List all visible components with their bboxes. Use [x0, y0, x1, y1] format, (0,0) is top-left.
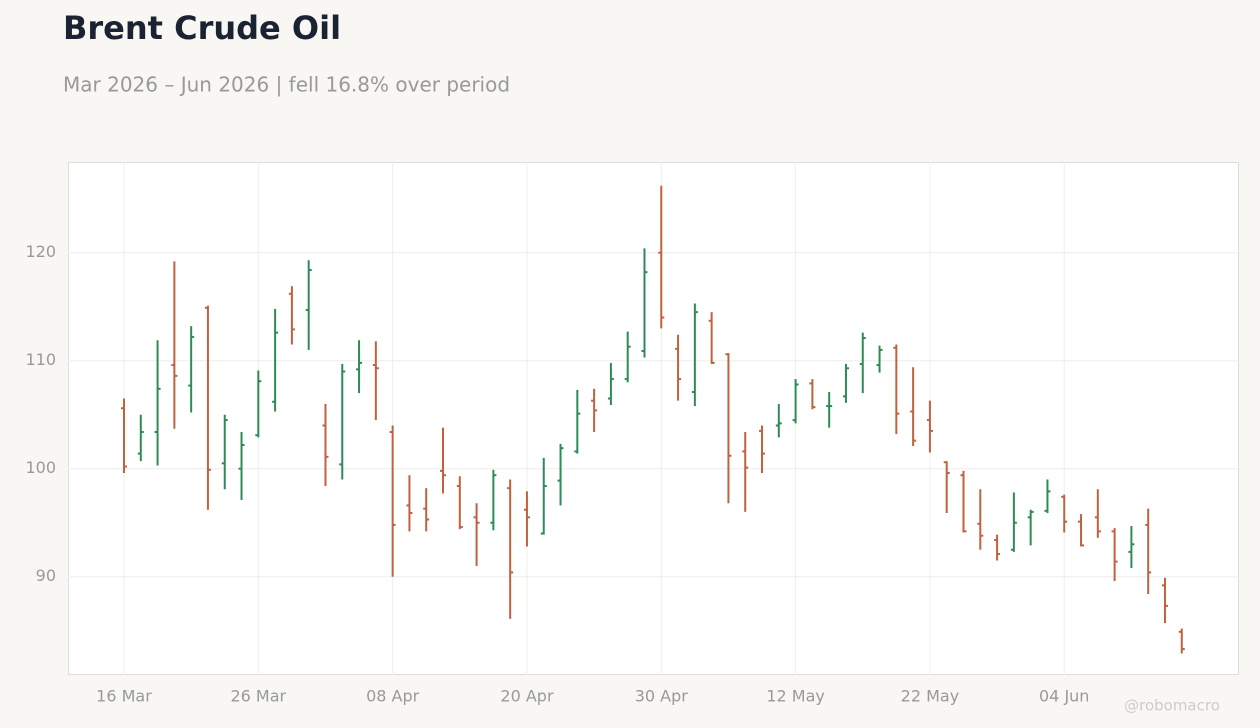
ohlc-bar	[591, 388, 598, 432]
ohlc-bar	[943, 461, 950, 513]
ohlc-bar	[188, 326, 195, 413]
ohlc-bar	[288, 286, 295, 345]
ohlc-bar	[842, 363, 849, 403]
x-tick-label: 12 May	[766, 687, 825, 706]
marks	[121, 185, 1185, 654]
ohlc-bar	[540, 457, 547, 535]
y-tick-label: 120	[25, 242, 56, 261]
ohlc-bar	[440, 427, 447, 494]
ohlc-bar	[977, 489, 984, 550]
ohlc-bar	[339, 363, 346, 480]
ohlc-bar	[121, 398, 127, 474]
ohlc-bar	[1061, 494, 1068, 533]
ohlc-bar	[994, 534, 1001, 561]
ohlc-bar	[1145, 508, 1152, 594]
ohlc-bar	[557, 443, 564, 506]
ohlc-bar	[238, 432, 245, 501]
ohlc-bar	[910, 367, 917, 447]
y-tick-label: 110	[25, 350, 56, 369]
ohlc-bar	[574, 389, 581, 454]
ohlc-bar	[1027, 509, 1034, 546]
ohlc-bar	[1094, 489, 1101, 538]
ohlc-bar	[624, 331, 631, 383]
y-tick-label: 90	[36, 566, 56, 585]
ohlc-bar	[490, 469, 497, 531]
ohlc-bar	[221, 414, 228, 490]
ohlc-bar	[725, 353, 732, 504]
ohlc-bar	[523, 491, 530, 547]
ohlc-bar	[1161, 577, 1168, 624]
ohlc-bar	[876, 345, 883, 373]
watermark: @robomacro	[1124, 697, 1220, 715]
chart-subtitle: Mar 2026 – Jun 2026 | fell 16.8% over pe…	[63, 73, 510, 97]
ohlc-bar	[272, 308, 279, 412]
ohlc-bar	[255, 370, 262, 438]
ohlc-bar	[691, 303, 698, 407]
plot-area	[68, 162, 1239, 675]
ohlc-bar	[759, 425, 766, 474]
ohlc-bar	[1010, 492, 1017, 552]
ohlc-bar	[792, 379, 799, 424]
ohlc-bar	[742, 432, 749, 512]
ohlc-bar	[171, 261, 178, 429]
x-tick-label: 16 Mar	[96, 687, 152, 706]
ohlc-bar	[372, 341, 379, 421]
ohlc-bar	[154, 340, 161, 466]
ohlc-bar	[675, 334, 682, 401]
ohlc-bar	[423, 488, 430, 532]
ohlc-bar	[473, 503, 480, 566]
ohlc-bar	[1078, 514, 1085, 547]
x-tick-label: 04 Jun	[1039, 687, 1089, 706]
ohlc-bar	[775, 403, 782, 438]
ohlc-bar	[708, 312, 715, 364]
ohlc-bar	[406, 475, 413, 532]
ohlc-bar	[960, 470, 967, 533]
ohlc-bar	[456, 476, 463, 530]
ohlc-bar	[204, 305, 211, 510]
ohlc-bar	[809, 379, 816, 410]
ohlc-bar	[826, 392, 833, 428]
ohlc-bar	[658, 185, 665, 329]
ohlc-bar	[893, 344, 900, 435]
x-tick-label: 20 Apr	[500, 687, 554, 706]
ohlc-bar	[305, 260, 312, 350]
ohlc-bar	[389, 425, 396, 577]
x-tick-label: 26 Mar	[230, 687, 286, 706]
ohlc-bar	[926, 400, 933, 453]
ohlc-bar	[322, 403, 329, 486]
ohlc-bar	[1178, 628, 1185, 654]
ohlc-bar	[1044, 479, 1051, 513]
ohlc-bar	[1128, 525, 1135, 569]
ohlc-bar	[137, 414, 144, 462]
x-tick-label: 08 Apr	[366, 687, 420, 706]
ohlc-bar	[607, 362, 614, 405]
chart-title: Brent Crude Oil	[63, 9, 341, 47]
ohlc-bar	[1111, 528, 1118, 582]
ohlc-bar	[356, 340, 363, 394]
ohlc-bar	[641, 248, 648, 358]
ohlc-bar	[859, 332, 866, 394]
y-tick-label: 100	[25, 458, 56, 477]
x-tick-label: 22 May	[901, 687, 960, 706]
x-tick-label: 30 Apr	[635, 687, 689, 706]
ohlc-bar	[507, 479, 514, 619]
